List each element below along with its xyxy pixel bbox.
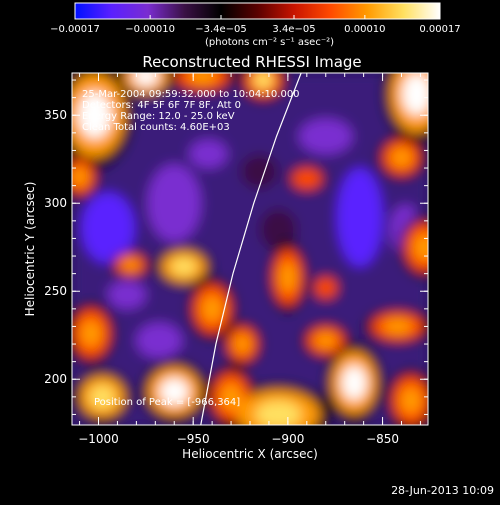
solar-limb-curve xyxy=(200,72,302,426)
map-blob-negative xyxy=(337,168,383,267)
y-tick-label: 250 xyxy=(44,284,67,298)
colorbar: −0.00017 −0.00010 −3.4e−05 3.4e−05 0.00010 0.… xyxy=(50,2,461,48)
colorbar-tick-label: 3.4e−05 xyxy=(272,24,315,35)
colorbar-tick-label: −3.4e−05 xyxy=(195,24,247,35)
colorbar-tick-label: 0.00010 xyxy=(344,24,385,35)
map-blob-negative xyxy=(107,280,146,309)
map-blob-negative xyxy=(136,322,182,359)
map-blob-core xyxy=(80,319,102,348)
colorbar-tick-label: −0.00010 xyxy=(125,24,175,35)
map-blob-core xyxy=(255,400,302,425)
colorbar-label: (photons cm⁻² s⁻¹ asec⁻²) xyxy=(205,37,334,48)
map-blob-core xyxy=(78,92,112,139)
annotation-line: Energy Range: 12.0 - 25.0 keV xyxy=(82,111,235,122)
map-blob-negative xyxy=(259,208,298,251)
annotation-line: 25-Mar-2004 09:59:32.000 to 10:04:10.000 xyxy=(82,89,300,100)
plot-area: −1000 −950 −900 −850 200 250 300 350 xyxy=(44,72,429,446)
x-tick-label: −900 xyxy=(271,432,304,446)
map-blob-negative xyxy=(299,118,353,154)
map-blob-negative xyxy=(147,164,201,242)
map-blob-core xyxy=(122,259,140,271)
map-blob-core xyxy=(341,365,367,401)
chart-title: Reconstructed RHESSI Image xyxy=(142,53,361,71)
y-tick-label: 300 xyxy=(44,196,67,210)
map-blob-core xyxy=(89,385,115,409)
colorbar-ticks: −0.00017 −0.00010 −3.4e−05 3.4e−05 0.00010 0.… xyxy=(50,15,461,35)
y-axis-label: Heliocentric Y (arcsec) xyxy=(23,182,37,317)
map-blob-core xyxy=(315,332,337,349)
date-stamp: 28-Jun-2013 10:09 xyxy=(391,484,494,497)
map-blob-negative xyxy=(81,192,135,264)
y-axis-ticks: 200 250 300 350 xyxy=(44,79,428,415)
map-blob-core xyxy=(298,172,316,185)
annotation-line: Clean Total counts: 4.60E+03 xyxy=(82,122,230,133)
map-blob-core xyxy=(133,73,159,87)
map-blob-core xyxy=(391,147,412,168)
intensity-map xyxy=(72,73,428,425)
map-blob-core xyxy=(319,281,332,294)
map-blob-core xyxy=(252,73,274,90)
map-blob-core xyxy=(188,73,218,85)
map-blob-core xyxy=(279,261,297,293)
map-blob-core xyxy=(171,257,197,276)
map-blob-negative xyxy=(240,153,279,190)
y-tick-label: 200 xyxy=(44,372,67,386)
peak-position-label: Position of Peak = [-966,364] xyxy=(94,397,240,408)
x-tick-label: −1000 xyxy=(78,432,119,446)
map-blob-core xyxy=(234,334,251,354)
map-blob-core xyxy=(402,73,428,116)
x-tick-label: −850 xyxy=(366,432,399,446)
colorbar-gradient xyxy=(74,2,441,20)
colorbar-tick-label: −0.00017 xyxy=(50,24,100,35)
annotation-line: Detectors: 4F 5F 6F 7F 8F, Att 0 xyxy=(82,100,241,111)
map-blob-core xyxy=(383,318,413,335)
map-blob-core xyxy=(72,167,88,187)
map-blob-negative xyxy=(189,139,228,169)
map-blob-core xyxy=(159,378,189,406)
map-blob-core xyxy=(413,233,428,261)
x-tick-label: −950 xyxy=(177,432,210,446)
x-axis-ticks: −1000 −950 −900 −850 xyxy=(78,73,421,446)
map-blob-core xyxy=(400,386,422,414)
colorbar-tick-label: 0.00017 xyxy=(419,24,460,35)
map-blob-core xyxy=(201,295,223,323)
y-tick-label: 350 xyxy=(44,108,67,122)
x-axis-label: Heliocentric X (arcsec) xyxy=(182,447,318,461)
map-blob-core xyxy=(220,383,242,411)
annotation-block: 25-Mar-2004 09:59:32.000 to 10:04:10.000… xyxy=(82,89,300,133)
